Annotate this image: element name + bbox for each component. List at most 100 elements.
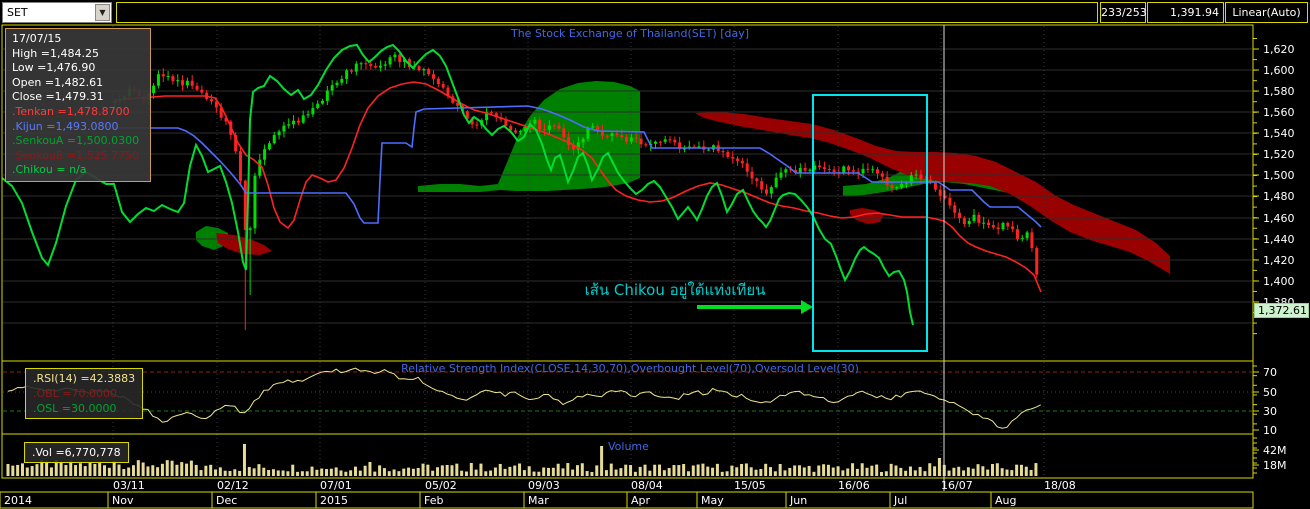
volume-bar xyxy=(855,468,859,476)
candle-body xyxy=(349,70,353,72)
main-panel-border xyxy=(1,24,1254,362)
candle-body xyxy=(547,125,551,130)
candle-body xyxy=(876,169,880,174)
candle-body xyxy=(1001,222,1005,230)
volume-bar xyxy=(720,471,724,476)
price-axis-label: 1,580 xyxy=(1263,85,1295,98)
volume-bar xyxy=(667,468,671,476)
volume-bar xyxy=(238,470,242,476)
volume-bar xyxy=(252,468,256,476)
volume-bar xyxy=(575,465,579,476)
candle-body xyxy=(1020,238,1024,240)
volume-bar xyxy=(98,463,102,476)
volume-bar xyxy=(1034,463,1038,476)
candle-body xyxy=(866,168,870,170)
symbol-label: SET xyxy=(7,6,28,19)
candle-body xyxy=(219,107,223,118)
volume-bar xyxy=(54,460,58,476)
candle-body xyxy=(827,168,831,170)
candle-body xyxy=(885,176,889,185)
candle-body xyxy=(374,65,378,68)
volume-bar xyxy=(204,465,208,476)
volume-bar xyxy=(436,467,440,476)
candle-body xyxy=(214,101,218,108)
month-label: Nov xyxy=(112,494,134,507)
price-axis-label: 1,560 xyxy=(1263,106,1295,119)
candle-body xyxy=(731,156,735,159)
price-axis-label: 1,540 xyxy=(1263,127,1295,140)
info-row: .SenkouB =1,525.7750 xyxy=(12,148,140,162)
volume-bar xyxy=(262,467,266,476)
candle-body xyxy=(668,139,672,141)
volume-bar xyxy=(566,463,570,476)
volume-bar xyxy=(334,467,338,476)
candle-body xyxy=(654,141,658,144)
volume-bar xyxy=(315,469,319,476)
volume-bar xyxy=(180,462,184,476)
info-row: Open =1,482.61 xyxy=(12,75,104,89)
candle-body xyxy=(615,133,619,135)
volume-bar xyxy=(600,446,604,476)
candle-body xyxy=(234,134,238,152)
volume-bar xyxy=(928,463,932,476)
volume-bar xyxy=(247,467,251,476)
toolbar-empty-field[interactable] xyxy=(116,2,1098,23)
volume-bar xyxy=(947,470,951,476)
volume-bar xyxy=(214,469,218,476)
volume-bar xyxy=(402,468,406,476)
info-row: .Chikou = n/a xyxy=(12,163,87,177)
volume-bar xyxy=(271,469,275,476)
volume-bar xyxy=(749,467,753,476)
candle-body xyxy=(658,141,662,143)
volume-bar xyxy=(962,470,966,476)
price-axis-label: 1,420 xyxy=(1263,254,1295,267)
volume-bar xyxy=(325,469,329,476)
volume-bar xyxy=(643,464,647,476)
month-label: Aug xyxy=(995,494,1016,507)
volume-bar xyxy=(407,467,411,476)
candle-body xyxy=(543,129,547,131)
last-price-chip: 1,372.61 xyxy=(1254,303,1309,318)
volume-bar xyxy=(542,467,546,476)
volume-bar xyxy=(725,471,729,476)
volume-bar xyxy=(769,467,773,476)
volume-bar xyxy=(440,465,444,476)
candle-body xyxy=(369,63,373,66)
volume-bar xyxy=(691,465,695,476)
volume-bar xyxy=(1029,469,1033,476)
candle-body xyxy=(600,130,604,136)
volume-bar xyxy=(445,464,449,476)
volume-bar xyxy=(561,468,565,476)
scale-mode-button[interactable]: Linear(Auto) xyxy=(1225,2,1308,23)
candle-body xyxy=(620,134,624,138)
volume-bar xyxy=(127,467,131,476)
volume-bar xyxy=(165,460,169,476)
volume-bar xyxy=(986,469,990,476)
info-row: Close =1,479.31 xyxy=(12,90,104,104)
candle-body xyxy=(152,85,156,93)
volume-bar xyxy=(503,468,507,476)
volume-bar xyxy=(551,467,555,476)
candle-body xyxy=(248,228,252,230)
volume-bar xyxy=(349,470,353,476)
volume-bar xyxy=(696,464,700,476)
date-tick-label: 07/01 xyxy=(320,479,352,492)
volume-bar xyxy=(957,466,961,476)
volume-bar xyxy=(300,471,304,476)
candle-body xyxy=(948,197,952,206)
volume-bar xyxy=(1019,464,1023,476)
volume-bar xyxy=(450,465,454,476)
volume-bar xyxy=(754,469,758,476)
candle-body xyxy=(518,131,522,133)
volume-bar xyxy=(595,465,599,476)
date-tick-label: 08/04 xyxy=(631,479,663,492)
chevron-down-icon[interactable]: ▼ xyxy=(95,4,110,21)
volume-bar xyxy=(797,465,801,476)
volume-bar xyxy=(363,465,367,476)
volume-bar xyxy=(281,470,285,476)
volume-bar xyxy=(624,464,628,476)
symbol-combobox[interactable]: SET ▼ xyxy=(2,2,112,23)
volume-bar xyxy=(807,465,811,476)
volume-bar xyxy=(648,470,652,476)
